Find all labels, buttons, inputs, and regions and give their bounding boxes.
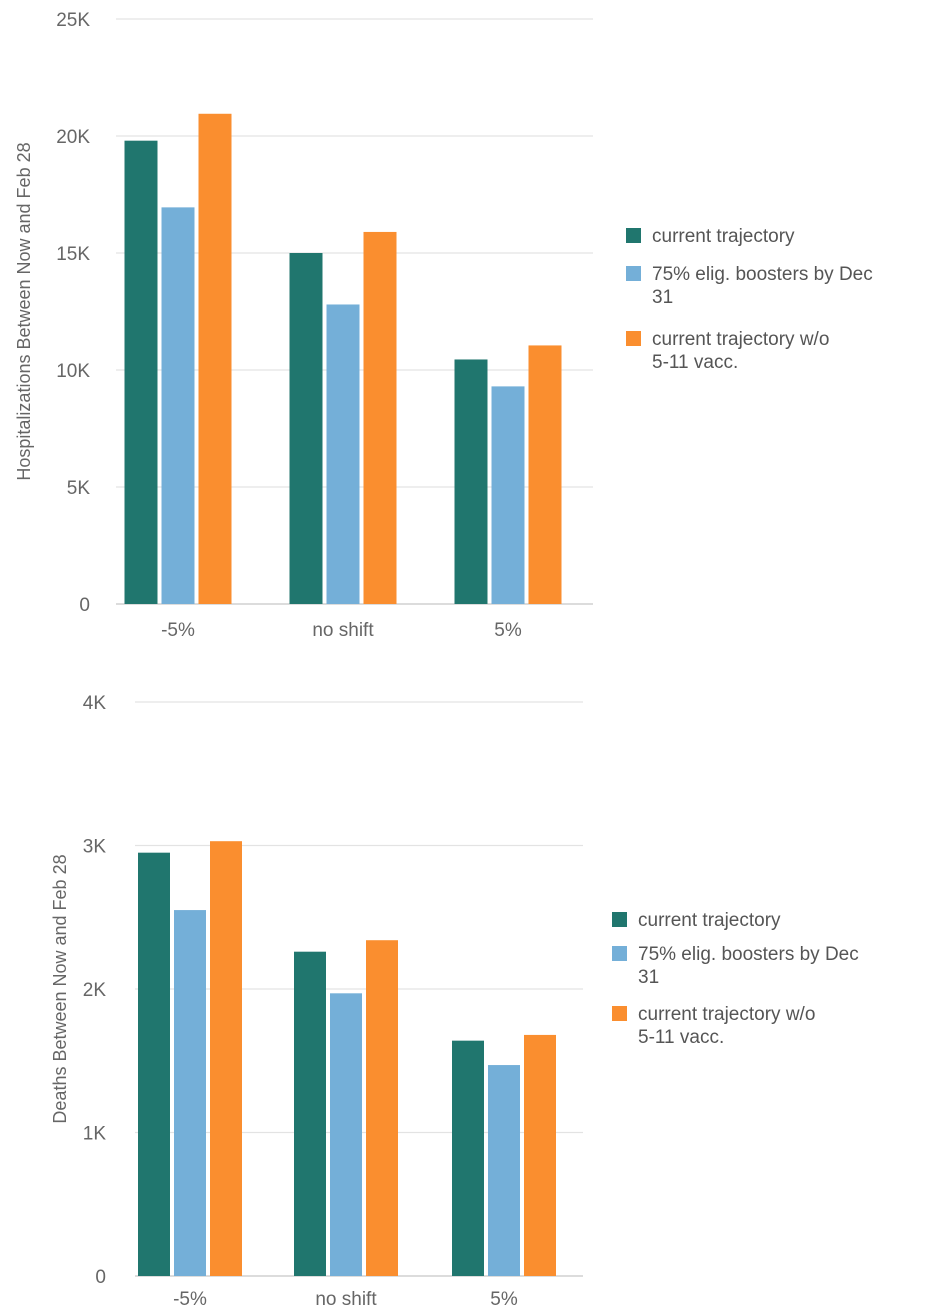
x-tick-label: no shift [312,620,374,641]
y-axis-title: Hospitalizations Between Now and Feb 28 [14,142,34,480]
legend-swatch [612,946,627,961]
bar-no-shift-current-trajectory-w-o-5-11-vacc [366,940,398,1276]
bar-5-current-trajectory-w-o-5-11-vacc [198,113,232,605]
legend-label: 75% elig. boosters by Dec 31 [652,264,873,308]
x-tick-label: -5% [161,620,195,641]
y-axis-title: Deaths Between Now and Feb 28 [50,854,70,1123]
legend-swatch [626,331,641,346]
y-tick-label: 4K [83,693,107,714]
hospitalizations-chart: 0 5K 10K 15K 20K 25K Hospitalizations Between … [14,10,873,641]
x-tick-label: no shift [315,1289,377,1306]
legend-swatch [626,228,641,243]
y-tick-label: 2K [83,980,107,1001]
bar-5-75-elig-boosters-by-dec-31 [488,1065,520,1276]
bar-5-75-elig-boosters-by-dec-31 [491,386,525,604]
bar-5-current-trajectory-w-o-5-11-vacc [210,841,242,1276]
bar-no-shift-75-elig-boosters-by-dec-31 [330,993,362,1276]
legend-label: current trajectory [638,910,781,931]
y-tick-label: 25K [56,10,90,31]
legend-swatch [612,1006,627,1021]
bar-no-shift-current-trajectory [289,253,323,604]
bar-5-current-trajectory [454,359,488,604]
bar-no-shift-current-trajectory-w-o-5-11-vacc [363,231,397,604]
legend-label: current trajectory w/o 5-11 vacc. [652,329,829,373]
deaths-chart: 0 1K 2K 3K 4K Deaths Between Now and Feb 28 -5… [50,693,859,1306]
bar-no-shift-75-elig-boosters-by-dec-31 [326,304,360,604]
x-tick-label: 5% [490,1289,518,1306]
y-tick-label: 3K [83,837,107,858]
x-tick-label: -5% [173,1289,207,1306]
bar-5-current-trajectory [138,852,170,1276]
bar-5-current-trajectory [124,140,158,604]
legend-swatch [626,266,641,281]
y-tick-label: 1K [83,1124,107,1145]
legend-label: current trajectory [652,226,795,247]
y-tick-label: 0 [79,595,90,616]
y-tick-label: 0 [95,1267,106,1288]
bar-5-75-elig-boosters-by-dec-31 [161,207,195,604]
x-tick-label: 5% [494,620,522,641]
y-tick-label: 10K [56,361,90,382]
bar-5-75-elig-boosters-by-dec-31 [174,910,206,1276]
bar-no-shift-current-trajectory [294,951,326,1276]
legend-label: current trajectory w/o 5-11 vacc. [638,1004,815,1048]
bar-5-current-trajectory [452,1040,484,1276]
legend-swatch [612,912,627,927]
y-tick-label: 20K [56,127,90,148]
y-tick-label: 5K [67,478,91,499]
bar-5-current-trajectory-w-o-5-11-vacc [528,345,562,604]
bar-5-current-trajectory-w-o-5-11-vacc [524,1034,556,1276]
legend-label: 75% elig. boosters by Dec 31 [638,944,859,988]
y-tick-label: 15K [56,244,90,265]
